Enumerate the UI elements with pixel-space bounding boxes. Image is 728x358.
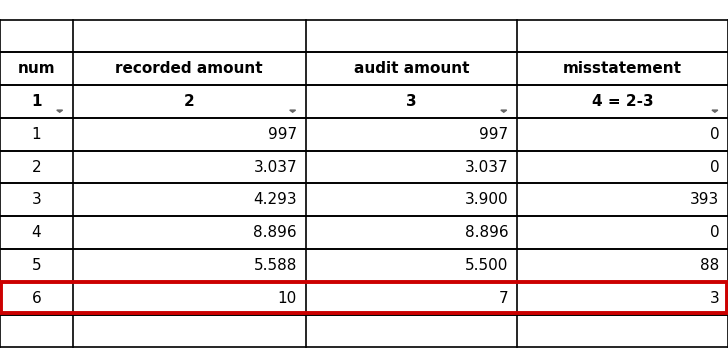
Text: 0: 0 (710, 225, 719, 240)
Text: 5.500: 5.500 (464, 258, 508, 273)
Text: 4: 4 (31, 225, 41, 240)
Text: 2: 2 (184, 94, 194, 109)
Text: 5.588: 5.588 (253, 258, 297, 273)
Text: 393: 393 (690, 192, 719, 207)
Polygon shape (501, 110, 507, 112)
Text: 3: 3 (31, 192, 41, 207)
Text: 4 = 2-3: 4 = 2-3 (592, 94, 653, 109)
Text: 1: 1 (31, 127, 41, 142)
Text: 4.293: 4.293 (253, 192, 297, 207)
Bar (1, 282, 727, 314)
Text: 997: 997 (479, 127, 508, 142)
Text: 5: 5 (31, 258, 41, 273)
Text: 3.037: 3.037 (253, 160, 297, 175)
Text: 2: 2 (31, 160, 41, 175)
Text: recorded amount: recorded amount (116, 61, 263, 76)
Polygon shape (290, 110, 296, 112)
Text: 10: 10 (278, 291, 297, 306)
Text: 1: 1 (31, 94, 41, 109)
Text: 0: 0 (710, 160, 719, 175)
Text: 997: 997 (268, 127, 297, 142)
Text: num: num (17, 61, 55, 76)
Polygon shape (57, 110, 63, 112)
Text: 3.037: 3.037 (464, 160, 508, 175)
Text: 7: 7 (499, 291, 508, 306)
Text: 3.900: 3.900 (464, 192, 508, 207)
Text: 0: 0 (710, 127, 719, 142)
Text: 3: 3 (406, 94, 416, 109)
Text: 8.896: 8.896 (464, 225, 508, 240)
Text: audit amount: audit amount (354, 61, 469, 76)
Text: misstatement: misstatement (563, 61, 682, 76)
Polygon shape (712, 110, 718, 112)
Text: 8.896: 8.896 (253, 225, 297, 240)
Text: 6: 6 (31, 291, 41, 306)
Text: 88: 88 (700, 258, 719, 273)
Text: 3: 3 (710, 291, 719, 306)
